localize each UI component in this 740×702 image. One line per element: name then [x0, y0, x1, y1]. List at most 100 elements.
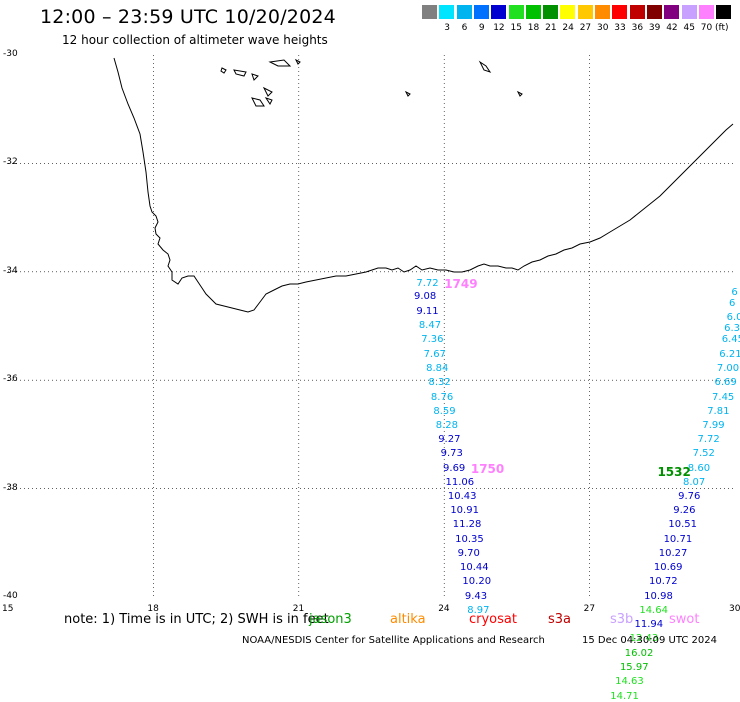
coastline-island-10	[478, 60, 492, 73]
swh-value: 6.09	[726, 311, 740, 323]
graticule-grid	[8, 55, 735, 597]
pass-time-label: 1750	[470, 461, 505, 476]
longitude-label: 15	[2, 604, 14, 614]
scale-swatch	[612, 5, 628, 19]
swh-value: 10.20	[462, 576, 492, 588]
swh-value: 10.27	[658, 548, 688, 560]
pass-time-label: 1532	[657, 464, 691, 479]
longitude-label: 24	[438, 604, 450, 614]
swh-value: 12.43	[629, 633, 659, 645]
scale-swatch	[456, 5, 472, 19]
scale-label: 33	[614, 23, 626, 33]
scale-unit: (ft)	[715, 23, 729, 33]
scale-label: 3	[444, 23, 451, 33]
swh-value: 7.72	[416, 277, 439, 289]
swh-value: 7.36	[421, 334, 444, 346]
scale-swatch	[646, 5, 662, 19]
swh-value: 7.72	[697, 434, 720, 446]
scale-swatch	[681, 5, 697, 19]
swh-value: 8.07	[682, 477, 706, 489]
swh-value: 7.67	[423, 348, 446, 360]
coastline-south-africa	[113, 57, 734, 313]
scale-label: 15	[510, 23, 522, 33]
latitude-label: -36	[3, 374, 18, 385]
scale-swatch	[698, 5, 714, 19]
swh-value: 9.27	[438, 434, 461, 446]
swh-value: 8.76	[430, 391, 454, 403]
scale-swatch	[543, 5, 559, 19]
coastline-island-5	[251, 97, 265, 107]
scale-swatch	[508, 5, 524, 19]
coastline-island-7	[268, 59, 292, 67]
scale-label: 21	[545, 23, 557, 33]
longitude-label: 18	[147, 604, 159, 614]
swh-value: 8.32	[428, 376, 451, 388]
scale-label: 42	[666, 23, 678, 33]
swh-value: 9.26	[673, 505, 696, 517]
swh-value: 11.94	[634, 619, 664, 631]
coastline	[113, 57, 734, 313]
swh-value: 10.35	[455, 533, 484, 545]
satellite-legend-jason3: jason3	[309, 612, 352, 627]
swh-value: 10.44	[460, 562, 489, 574]
swh-value: 10.72	[649, 576, 678, 588]
swh-value: 8.84	[426, 362, 449, 374]
pass-time-label: 1749	[444, 276, 478, 291]
swh-value: 6	[731, 287, 738, 299]
coastline-island-9	[404, 90, 411, 97]
scale-label: 45	[683, 23, 695, 33]
satellite-legend-swot: swot	[669, 612, 700, 627]
scale-swatch	[473, 5, 489, 19]
scale-swatch	[422, 5, 437, 19]
swh-value: 15.97	[619, 662, 649, 673]
swh-value: 9.08	[413, 291, 437, 303]
swh-value: 7.52	[692, 448, 715, 460]
swh-value: 10.91	[450, 505, 479, 517]
scale-swatch	[664, 5, 680, 19]
swh-value: 9.76	[678, 491, 701, 503]
swh-value: 14.63	[615, 676, 644, 688]
satellite-legend-altika: altika	[390, 612, 426, 627]
swh-value: 6.69	[714, 376, 737, 388]
swh-value: 11.06	[445, 477, 475, 489]
satellite-legend-s3a: s3a	[548, 612, 572, 627]
swh-value: 6.39	[724, 322, 740, 334]
scale-swatch	[629, 5, 645, 19]
credit-text: NOAA/NESDIS Center for Satellite Applica…	[242, 635, 545, 646]
scale-label: 27	[579, 23, 592, 33]
swh-value: 7.45	[712, 391, 735, 403]
swh-value: 8.28	[435, 419, 459, 431]
swh-value: 9.43	[464, 591, 488, 602]
scale-swatch	[560, 5, 576, 19]
scale-swatch	[439, 5, 455, 19]
swh-value: 7.81	[707, 405, 730, 417]
swh-value: 9.70	[457, 548, 480, 560]
latitude-label: -38	[3, 482, 18, 493]
swh-value: 10.71	[663, 533, 693, 545]
satellite-legend-s3b: s3b	[610, 612, 634, 627]
swh-value: 10.43	[447, 491, 477, 503]
coastline-island-1	[220, 67, 227, 74]
longitude-label: 27	[583, 604, 596, 614]
swh-value: 9.69	[443, 462, 466, 474]
swh-value: 6.21	[719, 348, 740, 360]
swh-value: 11.28	[452, 519, 482, 531]
scale-swatch	[491, 5, 507, 19]
scale-label: 39	[648, 23, 661, 33]
swh-value: 7.00	[716, 362, 740, 374]
swh-value: 8.97	[467, 605, 490, 617]
scale-label: 24	[562, 23, 574, 33]
scale-label: 36	[631, 23, 644, 33]
swh-value: 7.99	[702, 419, 725, 431]
swh-value: 9.73	[440, 448, 463, 460]
scale-swatch	[595, 5, 610, 19]
coastline-island-8	[294, 58, 301, 65]
scale-label: 18	[527, 23, 540, 33]
swh-value: 8.59	[433, 405, 456, 417]
swh-value: 10.98	[644, 591, 673, 602]
swh-value: 10.69	[653, 562, 683, 574]
latitude-label: -40	[3, 591, 18, 601]
map-title: 12:00 – 23:59 UTC 10/20/2024	[40, 6, 336, 28]
scale-label: 9	[478, 23, 485, 33]
latitude-label: -34	[3, 265, 18, 276]
